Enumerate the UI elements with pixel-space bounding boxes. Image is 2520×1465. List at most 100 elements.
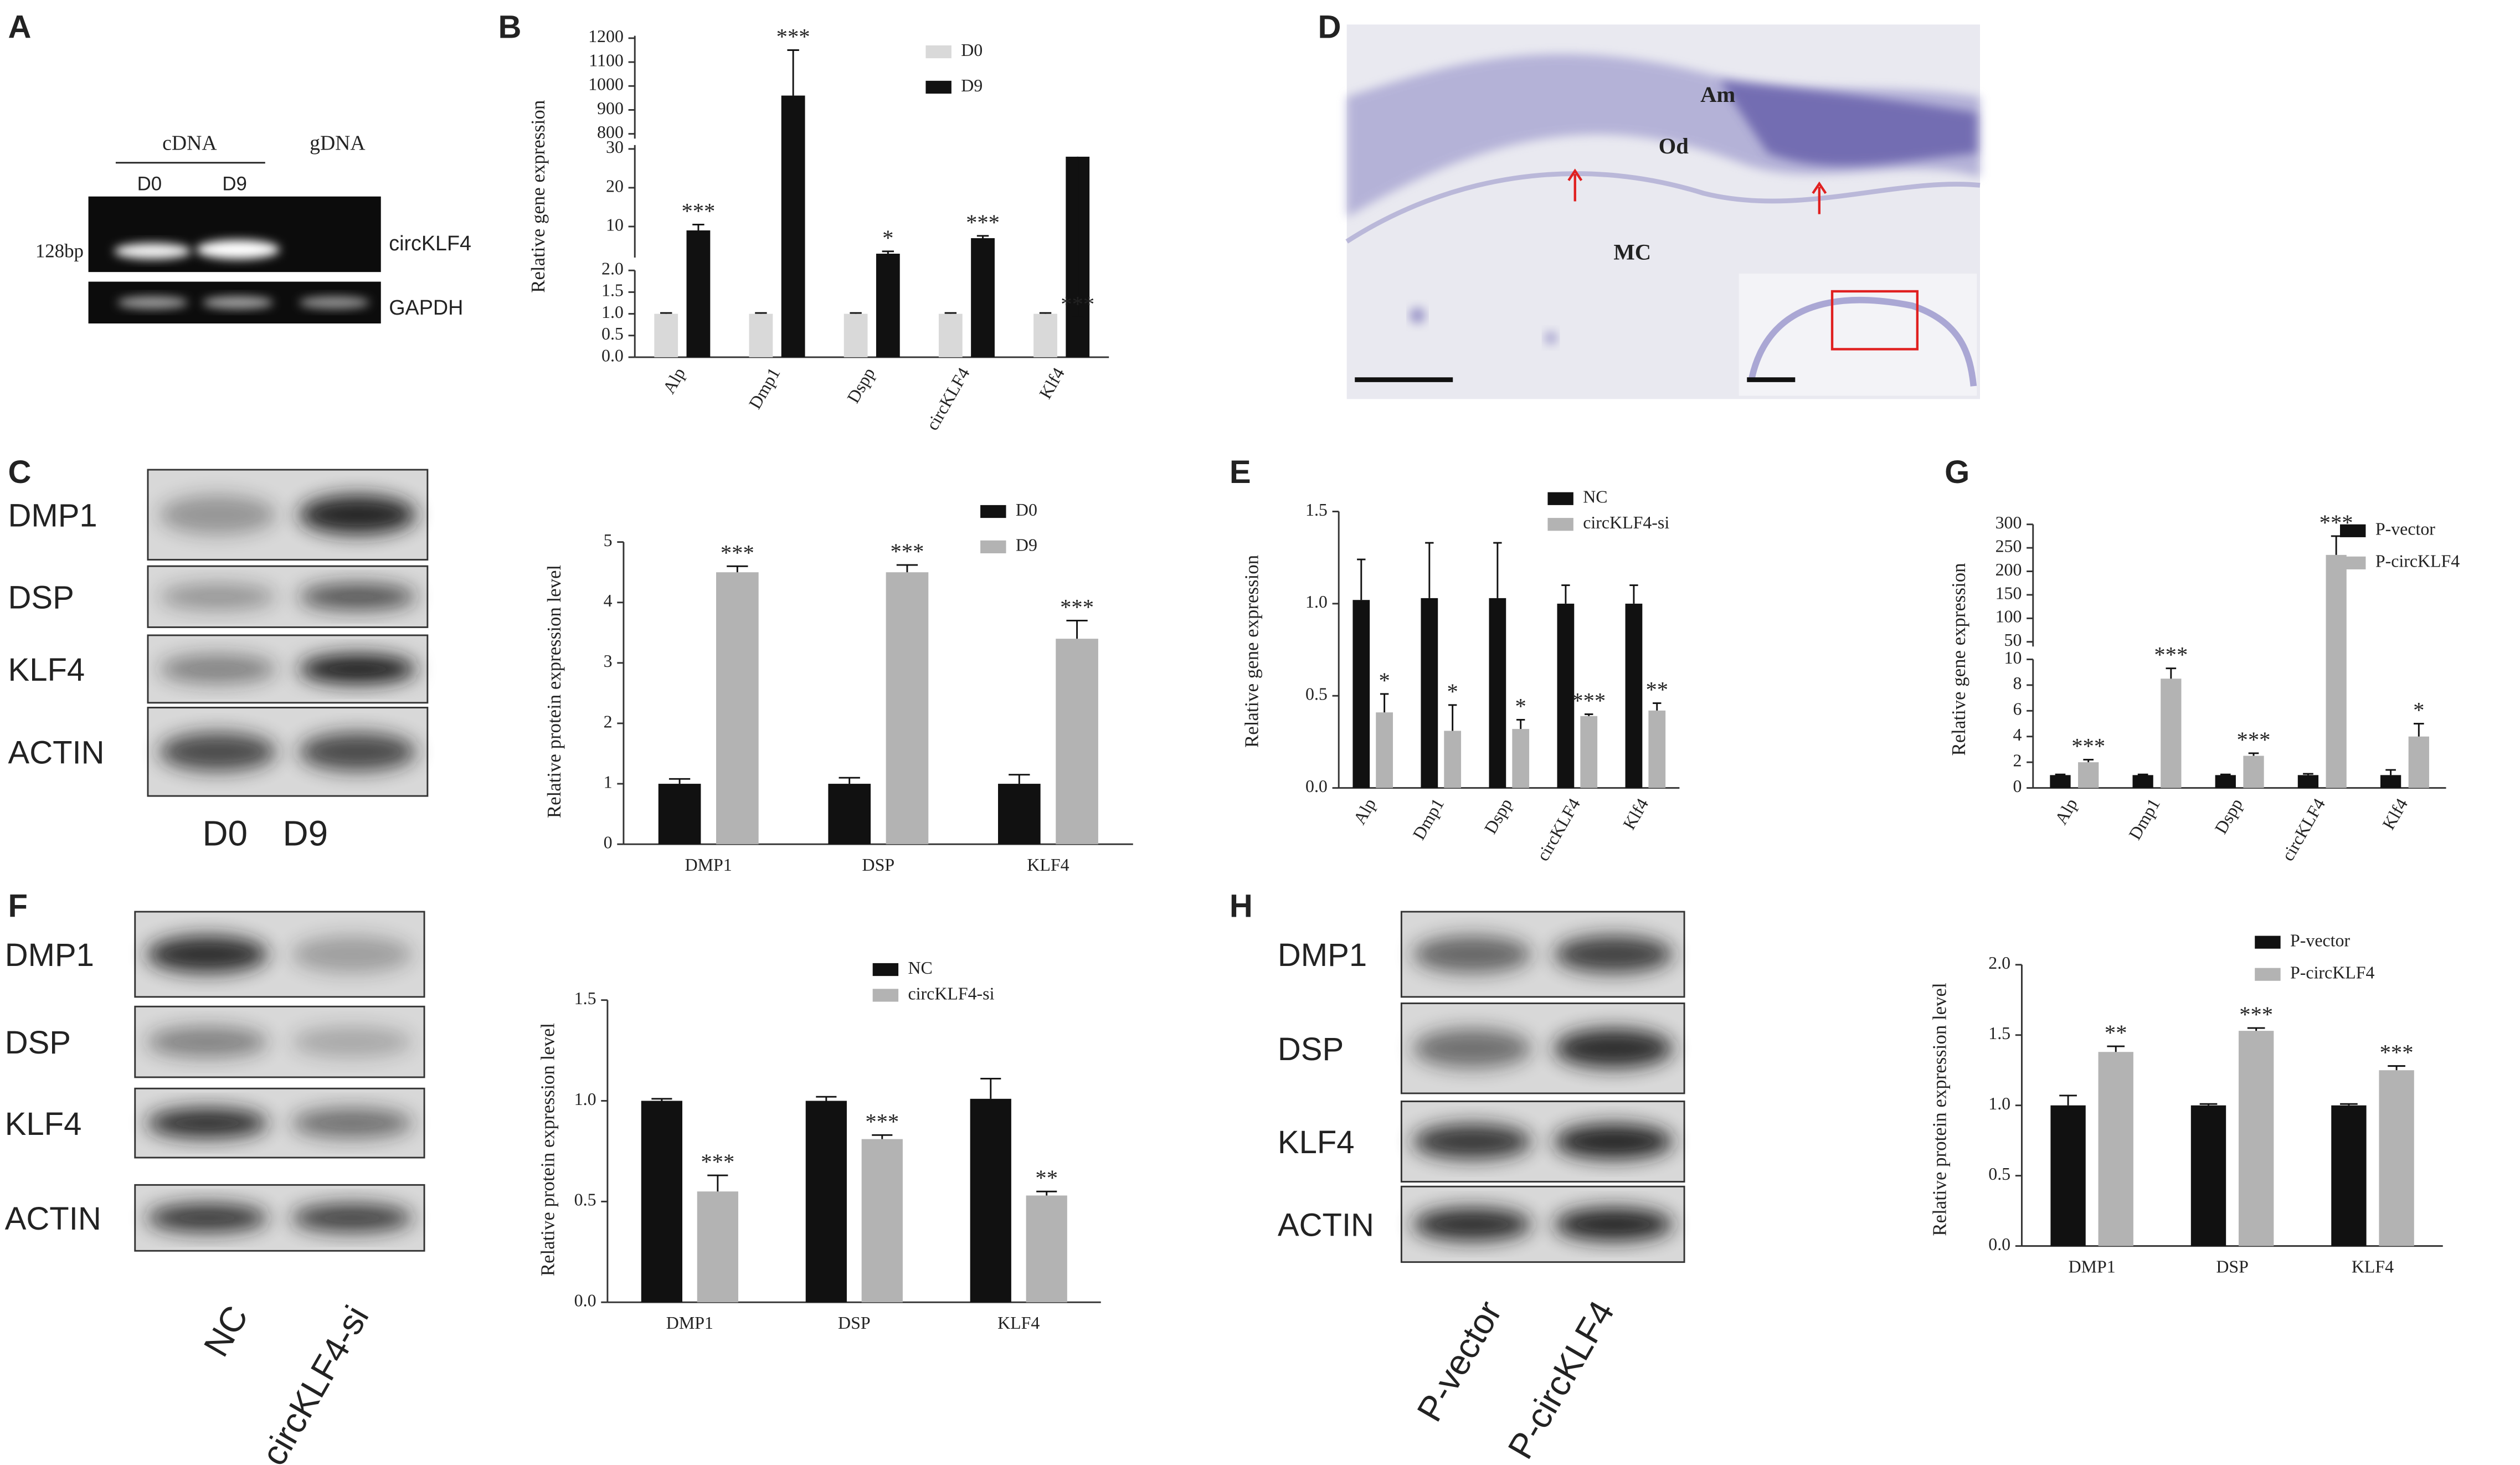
- blot-band: [291, 935, 413, 973]
- significance: ***: [2071, 734, 2105, 759]
- x-tick-label: Klf4: [1035, 364, 1068, 402]
- bar: [970, 1098, 1011, 1303]
- y-axis-label: Relative gene expression: [527, 100, 549, 293]
- bar: [1489, 598, 1506, 788]
- x-tick-label: Dmp1: [1409, 795, 1448, 843]
- panel-label: E: [1230, 454, 1251, 490]
- legend-label: D0: [961, 40, 983, 60]
- legend-label: P-circKLF4: [2375, 552, 2460, 571]
- blot-band: [291, 1026, 413, 1058]
- legend-swatch: [980, 505, 1006, 518]
- y-tick-label: 100: [1996, 607, 2022, 626]
- y-tick-label: 10: [2004, 648, 2022, 667]
- legend-swatch: [2255, 935, 2281, 949]
- bar: [641, 1101, 682, 1303]
- lane-label: D0: [202, 814, 248, 854]
- legend-label: P-vector: [2290, 931, 2350, 950]
- y-tick-label: 300: [1996, 513, 2022, 532]
- bar: [861, 1139, 903, 1303]
- bar: [828, 784, 871, 845]
- western-blot: [147, 469, 429, 797]
- y-axis-label: Relative protein expression level: [1928, 983, 1950, 1236]
- bar: [1648, 710, 1666, 788]
- y-axis-label: Relative gene expression: [1241, 555, 1262, 748]
- panel-label: D: [1318, 9, 1341, 45]
- x-tick-label: DSP: [862, 855, 895, 875]
- x-tick-label: Dmp1: [745, 364, 784, 413]
- bar: [2078, 762, 2099, 788]
- significance: ***: [681, 199, 715, 224]
- x-tick-label: DSP: [838, 1313, 871, 1333]
- legend-swatch: [1547, 492, 1573, 505]
- legend-label: circKLF4-si: [908, 984, 995, 1003]
- significance: ***: [721, 540, 754, 565]
- tissue-label: MC: [1613, 240, 1651, 265]
- x-tick-label: Klf4: [1619, 795, 1653, 832]
- protein-label: DSP: [1278, 1031, 1344, 1067]
- protein-label: DSP: [5, 1025, 71, 1061]
- histology-image: [1345, 24, 1981, 399]
- protein-label: DMP1: [8, 497, 97, 533]
- significance: ***: [966, 210, 1000, 235]
- bar: [1557, 603, 1575, 788]
- y-tick-label: 0.5: [574, 1190, 596, 1210]
- protein-label: ACTIN: [8, 734, 105, 770]
- y-axis-label: Relative gene expression: [1948, 563, 1969, 755]
- significance: ***: [865, 1109, 899, 1134]
- lane-label: D9: [283, 814, 328, 854]
- y-tick-label: 1.5: [574, 989, 596, 1008]
- y-tick-label: 0.0: [574, 1291, 596, 1310]
- y-tick-label: 5: [604, 531, 613, 550]
- bar: [2215, 775, 2236, 788]
- y-axis-label: Relative protein expression level: [537, 1023, 558, 1276]
- bar: [2408, 736, 2429, 788]
- bar: [1376, 712, 1393, 788]
- significance: **: [2105, 1020, 2127, 1045]
- panel-label: B: [498, 9, 522, 45]
- blot-band: [299, 583, 416, 610]
- blot-band: [291, 1108, 413, 1139]
- blot-band: [159, 654, 277, 684]
- y-axis-label: Relative protein expression level: [543, 565, 565, 818]
- blot-band: [299, 654, 416, 684]
- bar: [971, 238, 995, 357]
- gel-image: [88, 162, 381, 323]
- panel-label: A: [8, 9, 32, 45]
- gel-lane: D0: [137, 173, 162, 195]
- blot-band: [299, 495, 416, 535]
- bar: [876, 254, 900, 357]
- y-tick-label: 0.5: [1305, 685, 1328, 704]
- significance: ***: [2237, 727, 2271, 752]
- significance: ***: [1572, 688, 1606, 713]
- blot-band: [1412, 1124, 1532, 1159]
- panel-label: F: [8, 888, 28, 924]
- y-tick-label: 1200: [588, 27, 624, 46]
- protein-label: ACTIN: [5, 1201, 101, 1237]
- x-tick-label: KLF4: [1027, 855, 1069, 875]
- x-tick-label: circKLF4: [1533, 795, 1584, 864]
- legend-swatch: [2255, 968, 2281, 981]
- legend-label: P-vector: [2375, 520, 2435, 539]
- size-marker: 128bp: [35, 240, 84, 261]
- y-tick-label: 1.5: [1305, 500, 1328, 520]
- y-tick-label: 1.0: [1988, 1094, 2010, 1113]
- bar: [2132, 775, 2153, 788]
- bar: [2297, 775, 2319, 788]
- y-tick-label: 150: [1996, 583, 2022, 603]
- x-tick-label: KLF4: [997, 1313, 1040, 1333]
- y-tick-label: 10: [606, 215, 624, 234]
- legend-swatch: [1547, 518, 1573, 531]
- bar: [2050, 1105, 2086, 1246]
- lane-label: P-circKLF4: [1500, 1294, 1622, 1465]
- protein-label: KLF4: [1278, 1124, 1355, 1160]
- significance: *: [2413, 698, 2424, 723]
- bar: [805, 1101, 847, 1303]
- y-tick-label: 800: [597, 122, 624, 142]
- bar: [2379, 1070, 2414, 1246]
- bar: [1026, 1195, 1067, 1303]
- protein-label: DMP1: [5, 937, 94, 973]
- western-blot: [134, 911, 425, 1252]
- blot-band: [1412, 935, 1532, 973]
- gel-band-label: GAPDH: [389, 296, 463, 319]
